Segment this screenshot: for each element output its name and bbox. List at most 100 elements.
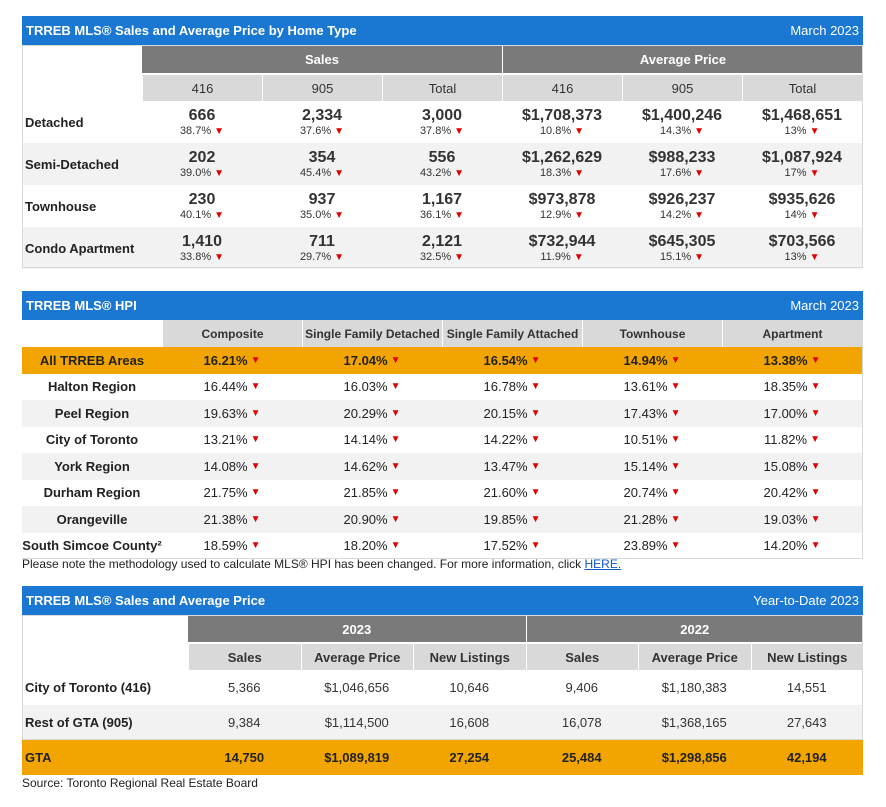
table-row: GTA 14,750 $1,089,819 27,254 25,484 $1,298,85… xyxy=(22,740,863,775)
down-arrow-icon: ▼ xyxy=(250,354,261,366)
value-cell: 42,194 xyxy=(750,740,863,775)
percent-value: 13% xyxy=(784,124,807,137)
value: 2,334 xyxy=(301,107,343,125)
down-arrow-icon: ▼ xyxy=(530,354,541,366)
row-label: City of Toronto xyxy=(45,432,139,448)
down-arrow-icon: ▼ xyxy=(694,251,705,263)
down-arrow-icon: ▼ xyxy=(334,125,345,137)
note-text: Please note the methodology used to calc… xyxy=(22,557,585,571)
value: 711 xyxy=(309,233,335,251)
down-arrow-icon: ▼ xyxy=(573,251,584,263)
table-row: York Region 14.08% ▼ 14.62% ▼ 13.47% ▼ 15.14% ▼ 1… xyxy=(22,453,863,480)
value: 666 xyxy=(188,107,216,125)
percent-value: 20.29% xyxy=(343,405,388,421)
value-cell: 230 40.1% ▼ xyxy=(142,185,262,227)
value: $1,400,246 xyxy=(641,107,723,125)
value-cell: 1,167 36.1% ▼ xyxy=(382,185,502,227)
percent-value: 20.42% xyxy=(763,485,808,501)
down-arrow-icon: ▼ xyxy=(454,125,465,137)
percent-value: 17.6% xyxy=(659,166,692,179)
percent-value: 40.1% xyxy=(179,208,212,221)
percent-value: 19.03% xyxy=(763,511,808,527)
down-arrow-icon: ▼ xyxy=(454,209,465,221)
percent-value: 38.7% xyxy=(179,124,212,137)
percent-change: 17.6% ▼ xyxy=(660,167,704,179)
value-cell: 21.60% ▼ xyxy=(442,480,582,507)
down-arrow-icon: ▼ xyxy=(250,513,261,525)
value-cell: 18.35% ▼ xyxy=(722,374,862,401)
value-cell: 21.85% ▼ xyxy=(302,480,442,507)
percent-value: 16.54% xyxy=(483,352,528,368)
down-arrow-icon: ▼ xyxy=(670,434,681,446)
down-arrow-icon: ▼ xyxy=(334,167,345,179)
value-cell: 21.38% ▼ xyxy=(162,506,302,533)
percent-value: 14.94% xyxy=(623,352,668,368)
percent-change: 17% ▼ xyxy=(785,167,820,179)
value-cell: $703,566 13% ▼ xyxy=(742,227,862,269)
value: $935,626 xyxy=(768,191,836,209)
table-row: Peel Region 19.63% ▼ 20.29% ▼ 20.15% ▼ 17.43% ▼ 1… xyxy=(22,400,863,427)
row-label: Condo Apartment xyxy=(22,227,142,269)
down-arrow-icon: ▼ xyxy=(670,354,681,366)
value-cell: 13.61% ▼ xyxy=(582,374,722,401)
percent-change: 36.1% ▼ xyxy=(420,209,464,221)
value-cell: 13.38% ▼ xyxy=(722,347,862,374)
value-cell: 14.14% ▼ xyxy=(302,427,442,454)
down-arrow-icon: ▼ xyxy=(694,167,705,179)
value-cell: $1,089,819 xyxy=(300,740,413,775)
percent-value: 20.15% xyxy=(483,405,528,421)
down-arrow-icon: ▼ xyxy=(809,125,820,137)
value-cell: 666 38.7% ▼ xyxy=(142,101,262,143)
down-arrow-icon: ▼ xyxy=(390,434,401,446)
column-header: Total xyxy=(742,75,862,101)
value: 1,410 xyxy=(181,233,223,251)
group-2022: 2022 xyxy=(525,616,863,642)
percent-value: 15.1% xyxy=(659,250,692,263)
value-cell: 18.20% ▼ xyxy=(302,533,442,560)
table-row: Condo Apartment 1,410 33.8% ▼ 711 29.7% ▼ 2,121… xyxy=(22,227,863,269)
percent-value: 20.90% xyxy=(343,511,388,527)
value-cell: 17.52% ▼ xyxy=(442,533,582,560)
table-row: City of Toronto 13.21% ▼ 14.14% ▼ 14.22% ▼ 10.5… xyxy=(22,427,863,454)
value-cell: 20.42% ▼ xyxy=(722,480,862,507)
percent-value: 17.04% xyxy=(343,352,388,368)
row-label: South Simcoe County² xyxy=(22,538,162,554)
table1-title: TRREB MLS® Sales and Average Price by Ho… xyxy=(26,23,357,38)
down-arrow-icon: ▼ xyxy=(574,167,585,179)
down-arrow-icon: ▼ xyxy=(390,354,401,366)
down-arrow-icon: ▼ xyxy=(694,209,705,221)
value: $926,237 xyxy=(648,191,716,209)
value-cell: 14.22% ▼ xyxy=(442,427,582,454)
value-cell: 20.74% ▼ xyxy=(582,480,722,507)
row-label: Townhouse xyxy=(25,198,97,214)
table3-date: Year-to-Date 2023 xyxy=(753,593,859,608)
down-arrow-icon: ▼ xyxy=(530,487,541,499)
percent-value: 14.22% xyxy=(483,432,528,448)
value: 202 xyxy=(188,149,216,167)
value-cell: $1,046,656 xyxy=(324,680,390,695)
here-link[interactable]: HERE. xyxy=(584,557,622,571)
percent-value: 43.2% xyxy=(419,166,452,179)
percent-change: 38.7% ▼ xyxy=(180,125,224,137)
percent-value: 16.44% xyxy=(203,379,248,395)
value-cell: 17.43% ▼ xyxy=(582,400,722,427)
value-cell: 15.14% ▼ xyxy=(582,453,722,480)
percent-value: 17% xyxy=(784,166,807,179)
value-cell: 21.28% ▼ xyxy=(582,506,722,533)
value-cell: 15.08% ▼ xyxy=(722,453,862,480)
value-cell: 10,646 xyxy=(449,680,490,695)
value: $703,566 xyxy=(768,233,836,251)
down-arrow-icon: ▼ xyxy=(214,167,225,179)
percent-value: 17.43% xyxy=(623,405,668,421)
value-cell: 18.59% ▼ xyxy=(162,533,302,560)
value-cell: 14,551 xyxy=(786,680,827,695)
column-header: Townhouse xyxy=(582,320,722,347)
value-cell: $988,233 17.6% ▼ xyxy=(622,143,742,185)
column-header: Average Price xyxy=(638,644,751,670)
percent-value: 13.21% xyxy=(203,432,248,448)
percent-change: 14.2% ▼ xyxy=(660,209,704,221)
down-arrow-icon: ▼ xyxy=(530,434,541,446)
column-header: Average Price xyxy=(300,644,413,670)
value-cell: 13.21% ▼ xyxy=(162,427,302,454)
percent-change: 15.1% ▼ xyxy=(660,251,704,263)
